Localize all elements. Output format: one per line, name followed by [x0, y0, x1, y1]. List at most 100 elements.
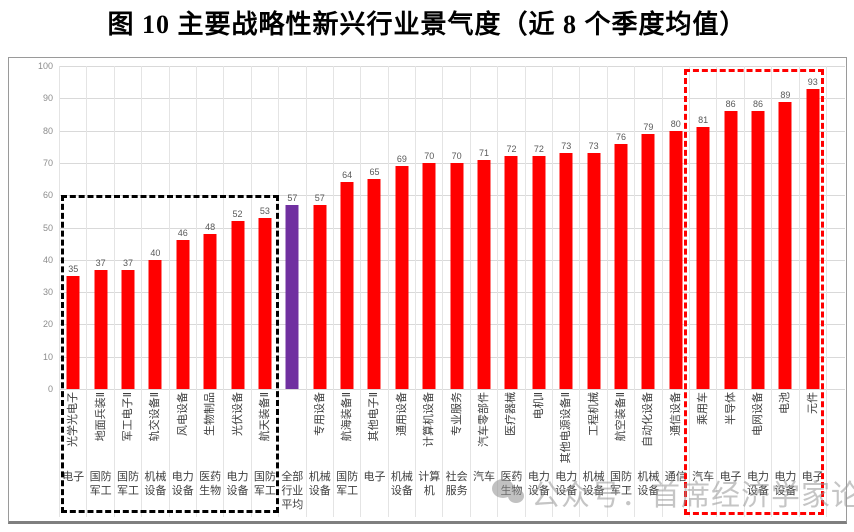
industry-bar	[778, 101, 792, 389]
bar-column: 69 通用设备机械设备	[387, 66, 415, 517]
industry-label: 通信设备	[669, 392, 682, 436]
gridline	[59, 389, 845, 390]
bar-value-label: 40	[150, 247, 161, 258]
industry-bar	[313, 204, 327, 389]
industry-bar	[203, 233, 217, 389]
bar-value-label: 70	[424, 150, 435, 161]
industry-label: 工程机械	[587, 392, 600, 436]
industry-bar	[504, 156, 518, 389]
industry-bar	[806, 88, 820, 389]
industry-bar	[340, 182, 354, 389]
bar-value-label: 86	[725, 99, 736, 110]
bar-value-label: 35	[68, 263, 79, 274]
sector-label: 医药生物	[199, 471, 222, 497]
bar-column: 48 生物制品 医药生物	[195, 66, 223, 517]
industry-label: 航空装备Ⅱ	[615, 392, 627, 442]
y-axis-tick-label: 50	[42, 222, 53, 233]
average-bar	[285, 204, 299, 389]
industry-label: 其他电源设备Ⅱ	[560, 392, 573, 464]
industry-label: 电机Ⅱ	[532, 392, 545, 420]
bar-value-label: 37	[122, 257, 133, 268]
sector-label: 电子	[363, 471, 386, 483]
bar-value-label: 72	[533, 144, 544, 155]
y-axis-tick-label: 0	[47, 384, 53, 394]
bar-column: 73 其他电源设备Ⅱ 电力设备	[552, 66, 579, 517]
bar-column: 46 风电设备 电力设备	[168, 66, 196, 517]
bar-value-label: 57	[314, 192, 325, 203]
bar-value-label: 37	[95, 257, 106, 268]
sector-label: 电力设备	[171, 471, 194, 497]
sector-label: 国防军工	[610, 471, 632, 497]
sector-label: 汽车	[473, 471, 496, 483]
industry-bar	[258, 217, 272, 389]
industry-bar	[587, 153, 601, 389]
bar-value-label: 89	[780, 89, 791, 100]
industry-bar	[395, 166, 409, 389]
bar-column: 89 电池 电力设备	[771, 66, 798, 517]
sector-label: 机械设备	[144, 471, 167, 497]
industry-label: 其他电子Ⅱ	[368, 392, 381, 442]
industry-bar	[422, 162, 436, 389]
industry-bar	[559, 153, 573, 389]
sector-label: 国防军工	[253, 471, 276, 497]
y-axis-tick-label: 40	[42, 254, 53, 265]
sector-label: 国防军工	[89, 471, 112, 497]
bar-column: 37 地面兵装Ⅱ 国防军工	[86, 66, 113, 517]
gridline	[59, 66, 845, 67]
industry-bar	[724, 111, 738, 389]
bar-column: 86 半导体 电子	[716, 66, 743, 517]
bar-column: 52 光伏设备 电力设备	[223, 66, 250, 517]
bar-chart: 0 10 20 30 40 50 60 70 80 90 100 35 光学光电子 电子 37 地面兵装Ⅱ 国…	[8, 57, 847, 524]
sector-label: 国防军工	[336, 471, 359, 497]
bar-value-label: 52	[232, 209, 243, 220]
bar-value-label: 70	[451, 150, 462, 161]
industry-label: 汽车零部件	[478, 392, 491, 447]
industry-label: 医疗器械	[505, 392, 518, 436]
bar-column: 86 电网设备 电力设备	[743, 66, 771, 517]
industry-bar	[669, 130, 683, 389]
sector-label: 电子	[62, 471, 85, 483]
bar-column: 71 汽车零部件汽车	[469, 66, 497, 517]
bar-column: 70 计算机设备 计算机	[415, 66, 442, 517]
bar-column: 73 工程机械 机械设备	[579, 66, 606, 517]
sector-label: 电子	[801, 471, 824, 483]
sector-label: 医药生物	[500, 471, 523, 497]
sector-label: 机械设备	[637, 471, 660, 497]
industry-bar	[66, 275, 80, 389]
bar-value-label: 81	[698, 115, 709, 126]
sector-label: 机械设备	[390, 471, 413, 497]
industry-bar	[231, 221, 245, 389]
bar-column: 76 航空装备Ⅱ 国防军工	[606, 66, 634, 517]
bar-value-label: 65	[369, 167, 380, 178]
bar-value-label: 48	[205, 221, 216, 232]
industry-bar	[94, 269, 108, 389]
sector-label: 通信	[664, 471, 687, 483]
bar-column: 40 轨交设备Ⅱ 机械设备	[141, 66, 168, 517]
industry-bar	[614, 143, 628, 389]
y-axis-tick-label: 30	[42, 287, 53, 298]
bar-value-label: 69	[396, 154, 407, 165]
bar-value-label: 80	[670, 118, 681, 129]
bar-column: 65 其他电子Ⅱ 电子	[360, 66, 387, 517]
bar-column: 72 电机Ⅱ 电力设备	[524, 66, 552, 517]
industry-label: 专业服务	[450, 392, 463, 436]
y-axis-tick-label: 60	[42, 190, 53, 201]
sector-label: 国防军工	[116, 471, 139, 497]
industry-bar	[532, 156, 546, 389]
y-axis-tick-label: 20	[42, 319, 53, 330]
sector-label: 全部行业平均	[281, 471, 304, 511]
bar-column: 80 通信设备通信	[661, 66, 689, 517]
bar-column: 64 航海装备Ⅱ 国防军工	[332, 66, 360, 517]
industry-bar	[148, 259, 162, 389]
bar-value-label: 71	[479, 147, 490, 158]
sector-label: 汽车	[692, 471, 715, 483]
bar-value-label: 76	[616, 131, 627, 142]
y-axis-tick-label: 100	[37, 61, 53, 71]
y-axis-tick-label: 10	[42, 351, 53, 362]
industry-bar	[176, 240, 190, 389]
industry-label: 通用设备	[395, 392, 408, 436]
y-axis-tick-label: 80	[42, 125, 53, 136]
sector-label: 电力设备	[226, 471, 249, 497]
lowest-group-highlight-box	[61, 195, 279, 513]
